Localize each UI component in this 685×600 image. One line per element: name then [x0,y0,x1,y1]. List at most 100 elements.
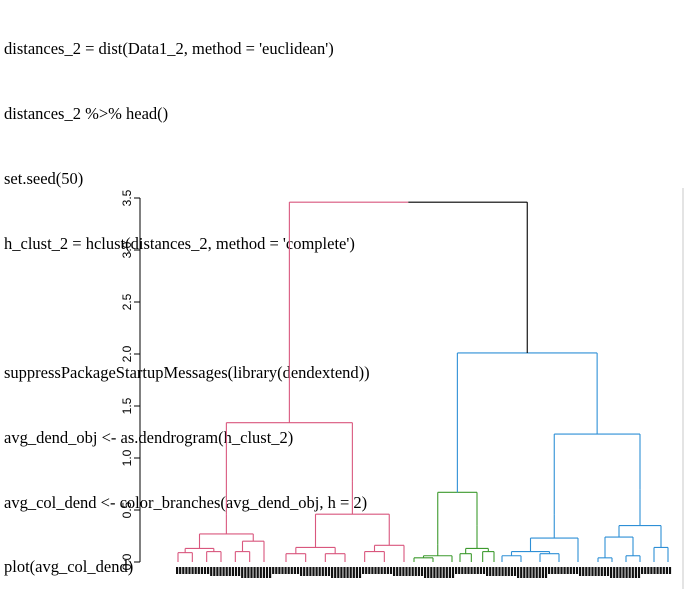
leaf-label-mark [234,567,238,576]
leaf-label-mark [439,567,442,578]
leaf-label-mark [424,567,427,578]
leaf-label-mark [334,567,337,578]
leaf-label-mark [256,567,259,578]
leaf-label-mark [284,567,287,574]
leaf-label-mark [210,567,213,576]
leaf-label-mark [216,567,219,576]
leaf-label-mark [520,567,523,578]
leaf-label-mark [420,567,424,576]
code-line: distances_2 = dist(Data1_2, method = 'eu… [4,39,334,59]
leaf-label-mark [225,567,228,576]
leaf-label-mark [269,567,272,578]
leaf-label-mark [293,567,296,574]
leaf-label-mark [662,567,665,574]
leaf-label-mark [377,567,380,574]
code-line: set.seed(50) [4,168,84,188]
leaf-label-mark [219,567,222,576]
y-tick-label: 0.0 [120,553,134,570]
leaf-label-mark [296,567,300,574]
leaf-label-mark [489,567,492,576]
leaf-label-mark [535,567,538,578]
leaf-label-mark [203,567,207,574]
leaf-label-mark [315,567,318,576]
leaf-label-mark [479,567,482,574]
leaf-label-mark [582,567,585,576]
leaf-label-mark [374,567,377,574]
leaf-label-mark [241,567,244,578]
leaf-label-mark [634,567,637,578]
leaf-label-mark [513,567,517,576]
leaf-label-mark [278,567,281,574]
leaf-label-mark [371,567,374,574]
leaf-label-mark [191,567,194,574]
leaf-label-mark [275,567,278,574]
leaf-label-mark [290,567,293,574]
leaf-label-mark [327,567,331,576]
leaf-label-mark [312,567,315,576]
leaf-label-mark [575,567,579,574]
leaf-label-mark [451,567,455,578]
leaf-label-mark [253,567,256,578]
leaf-label-mark [641,567,644,574]
leaf-label-mark [455,567,458,574]
leaf-label-mark [411,567,414,576]
leaf-label-mark [430,567,433,578]
leaf-label-mark [613,567,616,578]
y-tick-label: 0.5 [120,501,134,518]
leaf-label-mark [380,567,383,574]
leaf-label-mark [188,567,191,574]
leaf-label-mark [331,567,334,578]
leaf-label-mark [600,567,603,576]
leaf-label-mark [383,567,386,574]
leaf-label-mark [594,567,597,576]
leaf-label-mark [355,567,358,578]
leaf-label-mark [244,567,247,578]
code-line: suppressPackageStartupMessages(library(d… [4,363,370,383]
leaf-label-mark [628,567,631,578]
leaf-label-mark [551,567,554,574]
leaf-label-mark [650,567,653,574]
leaf-label-mark [467,567,470,574]
leaf-label-mark [287,567,290,574]
leaf-label-mark [340,567,343,578]
code-line: plot(avg_col_dend) [4,557,134,577]
leaf-label-mark [585,567,588,576]
leaf-label-mark [259,567,262,578]
leaf-label-mark [591,567,594,576]
leaf-label-mark [603,567,606,576]
leaf-label-mark [207,567,210,574]
leaf-label-mark [324,567,327,576]
leaf-labels [176,567,672,578]
leaf-label-mark [606,567,610,576]
leaf-label-mark [194,567,197,574]
leaf-label-mark [473,567,476,574]
y-tick-label: 2.5 [120,293,134,310]
leaf-label-mark [318,567,321,576]
y-tick-label: 3.5 [120,189,134,206]
leaf-label-mark [458,567,461,574]
leaf-label-mark [656,567,659,574]
y-axis: 0.0 0.5 1.0 1.5 2.0 2.5 3.0 3.5 [120,189,141,570]
leaf-label-mark [408,567,411,576]
leaf-label-mark [544,567,548,578]
leaf-label-mark [482,567,486,574]
leaf-label-mark [399,567,402,576]
leaf-label-mark [185,567,188,574]
leaf-label-mark [405,567,408,576]
leaf-label-mark [538,567,541,578]
leaf-label-mark [631,567,634,578]
leaf-label-mark [213,567,216,576]
leaf-label-mark [517,567,520,578]
leaf-label-mark [507,567,510,576]
leaf-label-mark [560,567,563,574]
leaf-label-mark [572,567,575,574]
leaf-label-mark [343,567,346,578]
leaf-label-mark [653,567,656,574]
leaf-label-mark [563,567,566,574]
leaf-label-mark [523,567,526,578]
leaf-label-mark [622,567,625,578]
leaf-label-mark [349,567,352,578]
leaf-label-mark [281,567,284,574]
leaf-label-mark [222,567,225,576]
leaf-label-mark [625,567,628,578]
